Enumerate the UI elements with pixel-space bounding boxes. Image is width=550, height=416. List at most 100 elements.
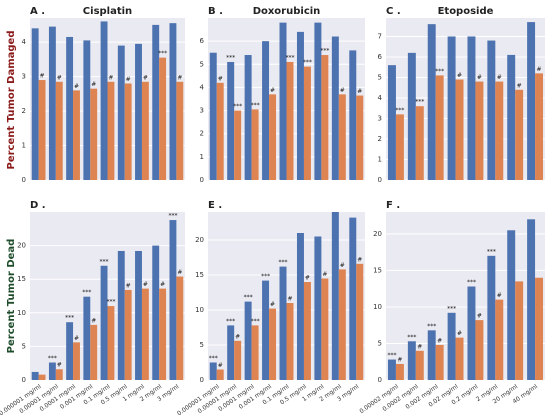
- bar: [356, 95, 364, 180]
- bar: [338, 269, 346, 380]
- bar: [83, 40, 91, 181]
- significance-marker: #: [322, 271, 327, 278]
- significance-marker: ***: [158, 50, 167, 57]
- bar: [387, 65, 396, 180]
- y-tick-label: 3: [22, 73, 26, 81]
- bar: [176, 276, 184, 380]
- significance-marker: #: [160, 281, 165, 288]
- bar: [455, 337, 464, 380]
- significance-marker: #: [235, 333, 240, 340]
- bar: [117, 250, 125, 380]
- bar: [515, 89, 524, 180]
- significance-marker: ***: [65, 315, 74, 322]
- y-tick-label: 0: [22, 376, 26, 384]
- y-tick-label: 5: [378, 73, 382, 81]
- y-tick-label: 1: [200, 153, 204, 161]
- bar: [135, 250, 142, 380]
- bar: [475, 320, 484, 380]
- significance-marker: ***: [447, 305, 456, 312]
- significance-marker: #: [287, 296, 292, 303]
- bar: [296, 233, 304, 380]
- bar: [487, 255, 496, 380]
- panel-label: A .: [30, 6, 45, 17]
- significance-marker: ***: [244, 294, 253, 301]
- bar: [296, 31, 304, 181]
- bar: [48, 362, 56, 380]
- significance-marker: ***: [106, 299, 115, 306]
- bar: [251, 325, 259, 380]
- significance-marker: ***: [251, 318, 260, 325]
- y-tick-label: 6: [378, 53, 383, 61]
- bar: [100, 21, 108, 180]
- bar: [209, 362, 217, 380]
- bar: [31, 371, 39, 380]
- significance-marker: #: [270, 87, 275, 94]
- significance-marker: #: [357, 256, 362, 263]
- significance-marker: #: [477, 313, 482, 320]
- significance-marker: ***: [261, 273, 270, 280]
- bar: [447, 36, 456, 181]
- significance-marker: #: [57, 362, 62, 369]
- bar: [83, 296, 91, 380]
- bar: [467, 286, 476, 380]
- chart-title: Etoposide: [438, 6, 494, 17]
- significance-marker: #: [477, 74, 482, 81]
- panel-label: D .: [30, 200, 46, 211]
- bar: [227, 61, 235, 180]
- y-tick-label: 2: [378, 135, 382, 143]
- significance-marker: #: [457, 330, 462, 337]
- bar: [415, 350, 424, 380]
- significance-marker: #: [177, 269, 182, 276]
- y-tick-label: 6: [200, 37, 205, 45]
- bar: [31, 28, 39, 181]
- significance-marker: ***: [487, 248, 496, 255]
- significance-marker: ***: [82, 289, 91, 296]
- significance-marker: #: [143, 281, 148, 288]
- y-tick-label: 0: [378, 376, 382, 384]
- y-tick-label: 3: [200, 107, 204, 115]
- significance-marker: #: [457, 72, 462, 79]
- bar: [209, 52, 217, 180]
- significance-marker: #: [437, 337, 442, 344]
- bar: [338, 94, 346, 180]
- bar: [303, 66, 311, 180]
- bar: [38, 374, 46, 380]
- bar: [262, 41, 270, 181]
- significance-marker: ***: [303, 59, 312, 66]
- bar: [107, 81, 115, 180]
- bar: [507, 54, 516, 180]
- significance-marker: ***: [467, 279, 476, 286]
- y-tick-label: 20: [17, 242, 26, 250]
- significance-marker: #: [340, 87, 345, 94]
- bar: [73, 90, 80, 180]
- y-tick-label: 0: [378, 176, 382, 184]
- bar: [407, 341, 416, 380]
- bar: [314, 22, 322, 180]
- significance-marker: #: [143, 74, 148, 81]
- significance-marker: ***: [100, 258, 109, 265]
- bar: [55, 81, 63, 180]
- significance-marker: ***: [168, 213, 177, 220]
- bar: [515, 281, 524, 380]
- bar: [356, 263, 364, 380]
- bar: [331, 36, 339, 181]
- significance-marker: ***: [387, 352, 396, 359]
- significance-marker: ***: [209, 355, 218, 362]
- y-tick-label: 1: [378, 155, 382, 163]
- bar: [216, 82, 224, 180]
- bar: [395, 114, 404, 180]
- bar: [475, 81, 484, 180]
- significance-marker: #: [57, 74, 62, 81]
- bar: [141, 81, 149, 180]
- y-axis-label: Percent Tumor Dead: [6, 239, 17, 354]
- significance-marker: ***: [435, 68, 444, 75]
- y-tick-label: 10: [195, 306, 204, 314]
- significance-marker: #: [270, 301, 275, 308]
- panel-label: C .: [386, 6, 401, 17]
- bar: [38, 80, 46, 180]
- bar: [321, 55, 329, 180]
- bar: [527, 219, 536, 380]
- bar: [331, 212, 339, 380]
- significance-marker: #: [417, 343, 422, 350]
- bar: [487, 40, 496, 180]
